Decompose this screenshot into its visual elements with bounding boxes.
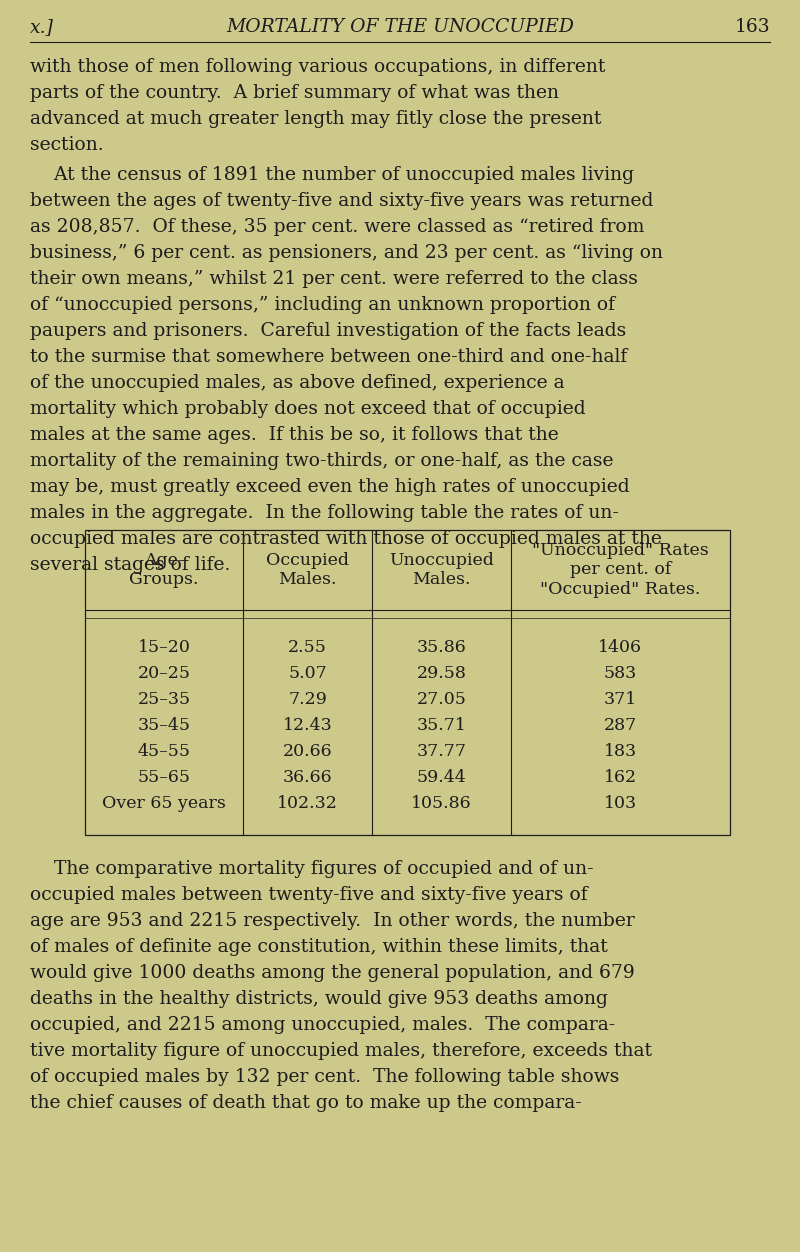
Text: 12.43: 12.43 xyxy=(282,717,333,735)
Bar xyxy=(85,530,730,835)
Text: may be, must greatly exceed even the high rates of unoccupied: may be, must greatly exceed even the hig… xyxy=(30,478,630,496)
Text: 20.66: 20.66 xyxy=(282,744,332,760)
Text: 25–35: 25–35 xyxy=(138,691,190,709)
Text: mortality which probably does not exceed that of occupied: mortality which probably does not exceed… xyxy=(30,399,586,418)
Text: 36.66: 36.66 xyxy=(282,770,332,786)
Text: several stages of life.: several stages of life. xyxy=(30,556,230,573)
Text: tive mortality figure of unoccupied males, therefore, exceeds that: tive mortality figure of unoccupied male… xyxy=(30,1042,652,1060)
Text: 35.71: 35.71 xyxy=(417,717,466,735)
Text: "Unoccupied" Rates
per cent. of
"Occupied" Rates.: "Unoccupied" Rates per cent. of "Occupie… xyxy=(532,542,709,598)
Text: between the ages of twenty-five and sixty-five years was returned: between the ages of twenty-five and sixt… xyxy=(30,192,654,210)
Text: occupied males between twenty-five and sixty-five years of: occupied males between twenty-five and s… xyxy=(30,886,588,904)
Text: 1406: 1406 xyxy=(598,640,642,656)
Text: x.]: x.] xyxy=(30,18,54,36)
Text: of occupied males by 132 per cent.  The following table shows: of occupied males by 132 per cent. The f… xyxy=(30,1068,619,1085)
Text: 27.05: 27.05 xyxy=(417,691,466,709)
Text: 102.32: 102.32 xyxy=(277,795,338,813)
Text: The comparative mortality figures of occupied and of un-: The comparative mortality figures of occ… xyxy=(30,860,594,878)
Text: 162: 162 xyxy=(604,770,637,786)
Text: 371: 371 xyxy=(604,691,637,709)
Text: Over 65 years: Over 65 years xyxy=(102,795,226,813)
Text: 35–45: 35–45 xyxy=(138,717,190,735)
Text: Age-
Groups.: Age- Groups. xyxy=(130,552,198,588)
Text: mortality of the remaining two-thirds, or one-half, as the case: mortality of the remaining two-thirds, o… xyxy=(30,452,614,470)
Text: business,” 6 per cent. as pensioners, and 23 per cent. as “living on: business,” 6 per cent. as pensioners, an… xyxy=(30,244,663,262)
Text: 583: 583 xyxy=(604,666,637,682)
Text: of males of definite age constitution, within these limits, that: of males of definite age constitution, w… xyxy=(30,938,608,957)
Text: advanced at much greater length may fitly close the present: advanced at much greater length may fitl… xyxy=(30,110,602,128)
Text: Unoccupied
Males.: Unoccupied Males. xyxy=(389,552,494,588)
Text: 35.86: 35.86 xyxy=(417,640,466,656)
Text: males at the same ages.  If this be so, it follows that the: males at the same ages. If this be so, i… xyxy=(30,426,558,444)
Text: At the census of 1891 the number of unoccupied males living: At the census of 1891 the number of unoc… xyxy=(30,167,634,184)
Text: 29.58: 29.58 xyxy=(417,666,466,682)
Text: occupied, and 2215 among unoccupied, males.  The compara-: occupied, and 2215 among unoccupied, mal… xyxy=(30,1017,615,1034)
Text: occupied males are contrasted with those of occupied males at the: occupied males are contrasted with those… xyxy=(30,530,662,548)
Text: to the surmise that somewhere between one-third and one-half: to the surmise that somewhere between on… xyxy=(30,348,627,366)
Text: 163: 163 xyxy=(734,18,770,36)
Text: 59.44: 59.44 xyxy=(417,770,466,786)
Text: section.: section. xyxy=(30,136,104,154)
Text: with those of men following various occupations, in different: with those of men following various occu… xyxy=(30,58,606,76)
Text: would give 1000 deaths among the general population, and 679: would give 1000 deaths among the general… xyxy=(30,964,634,982)
Text: 37.77: 37.77 xyxy=(416,744,466,760)
Text: 183: 183 xyxy=(604,744,637,760)
Text: parts of the country.  A brief summary of what was then: parts of the country. A brief summary of… xyxy=(30,84,559,101)
Text: the chief causes of death that go to make up the compara-: the chief causes of death that go to mak… xyxy=(30,1094,582,1112)
Text: of the unoccupied males, as above defined, experience a: of the unoccupied males, as above define… xyxy=(30,374,565,392)
Text: 5.07: 5.07 xyxy=(288,666,327,682)
Text: age are 953 and 2215 respectively.  In other words, the number: age are 953 and 2215 respectively. In ot… xyxy=(30,911,634,930)
Text: as 208,857.  Of these, 35 per cent. were classed as “retired from: as 208,857. Of these, 35 per cent. were … xyxy=(30,218,644,235)
Text: 103: 103 xyxy=(604,795,637,813)
Text: their own means,” whilst 21 per cent. were referred to the class: their own means,” whilst 21 per cent. we… xyxy=(30,270,638,288)
Text: 20–25: 20–25 xyxy=(138,666,190,682)
Text: deaths in the healthy districts, would give 953 deaths among: deaths in the healthy districts, would g… xyxy=(30,990,608,1008)
Text: 2.55: 2.55 xyxy=(288,640,327,656)
Text: paupers and prisoners.  Careful investigation of the facts leads: paupers and prisoners. Careful investiga… xyxy=(30,322,626,339)
Text: of “unoccupied persons,” including an unknown proportion of: of “unoccupied persons,” including an un… xyxy=(30,295,615,314)
Text: MORTALITY OF THE UNOCCUPIED: MORTALITY OF THE UNOCCUPIED xyxy=(226,18,574,36)
Text: males in the aggregate.  In the following table the rates of un-: males in the aggregate. In the following… xyxy=(30,503,619,522)
Text: 45–55: 45–55 xyxy=(138,744,190,760)
Text: 15–20: 15–20 xyxy=(138,640,190,656)
Text: 55–65: 55–65 xyxy=(138,770,190,786)
Text: 287: 287 xyxy=(604,717,637,735)
Text: 105.86: 105.86 xyxy=(411,795,472,813)
Text: Occupied
Males.: Occupied Males. xyxy=(266,552,349,588)
Text: 7.29: 7.29 xyxy=(288,691,327,709)
